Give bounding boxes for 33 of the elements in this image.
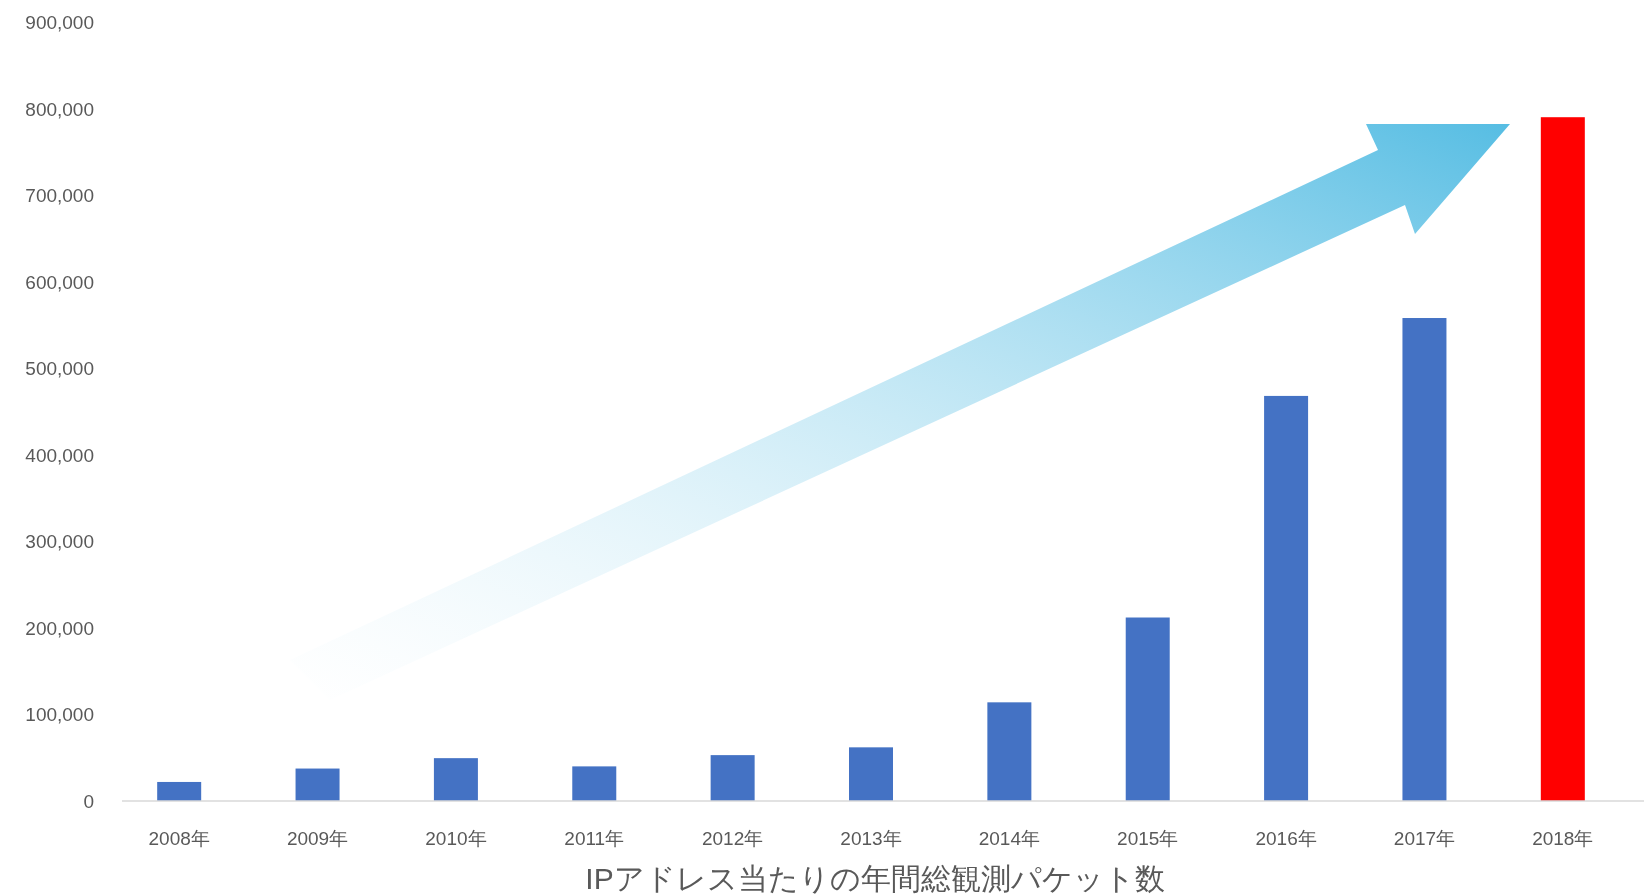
bar — [987, 702, 1032, 801]
y-tick-label: 900,000 — [25, 12, 94, 33]
y-tick-label: 300,000 — [25, 531, 94, 553]
bar — [433, 758, 478, 801]
bar — [710, 755, 755, 801]
x-tick-label: 2012年 — [702, 828, 764, 849]
x-axis-title: IPアドレス当たりの年間総観測パケット数 — [585, 862, 1165, 895]
x-tick-label: 2014年 — [978, 828, 1040, 849]
y-tick-label: 200,000 — [25, 617, 94, 639]
bar — [1540, 117, 1585, 801]
y-tick-label: 800,000 — [25, 98, 94, 120]
y-tick-label: 0 — [83, 791, 94, 812]
y-tick-label: 600,000 — [25, 271, 94, 293]
x-tick-label: 2009年 — [286, 828, 349, 849]
x-tick-label: 2008年 — [148, 828, 210, 849]
bar — [572, 766, 617, 801]
x-tick-label: 2016年 — [1255, 828, 1317, 849]
bar — [1402, 318, 1447, 801]
x-tick-label: 2010年 — [425, 828, 487, 849]
y-tick-label: 100,000 — [25, 704, 94, 726]
y-tick-label: 700,000 — [25, 185, 94, 207]
bar — [1125, 617, 1170, 801]
x-tick-label: 2017年 — [1393, 828, 1456, 849]
bar — [157, 781, 202, 801]
y-tick-label: 400,000 — [25, 444, 94, 466]
bar — [295, 768, 340, 801]
x-tick-label: 2011年 — [564, 828, 625, 849]
bar — [849, 747, 893, 801]
x-tick-label: 2015年 — [1117, 828, 1179, 849]
y-tick-label: 500,000 — [25, 358, 94, 380]
x-tick-label: 2013年 — [840, 828, 902, 849]
bar — [1264, 395, 1309, 801]
x-tick-label: 2018年 — [1532, 828, 1594, 849]
